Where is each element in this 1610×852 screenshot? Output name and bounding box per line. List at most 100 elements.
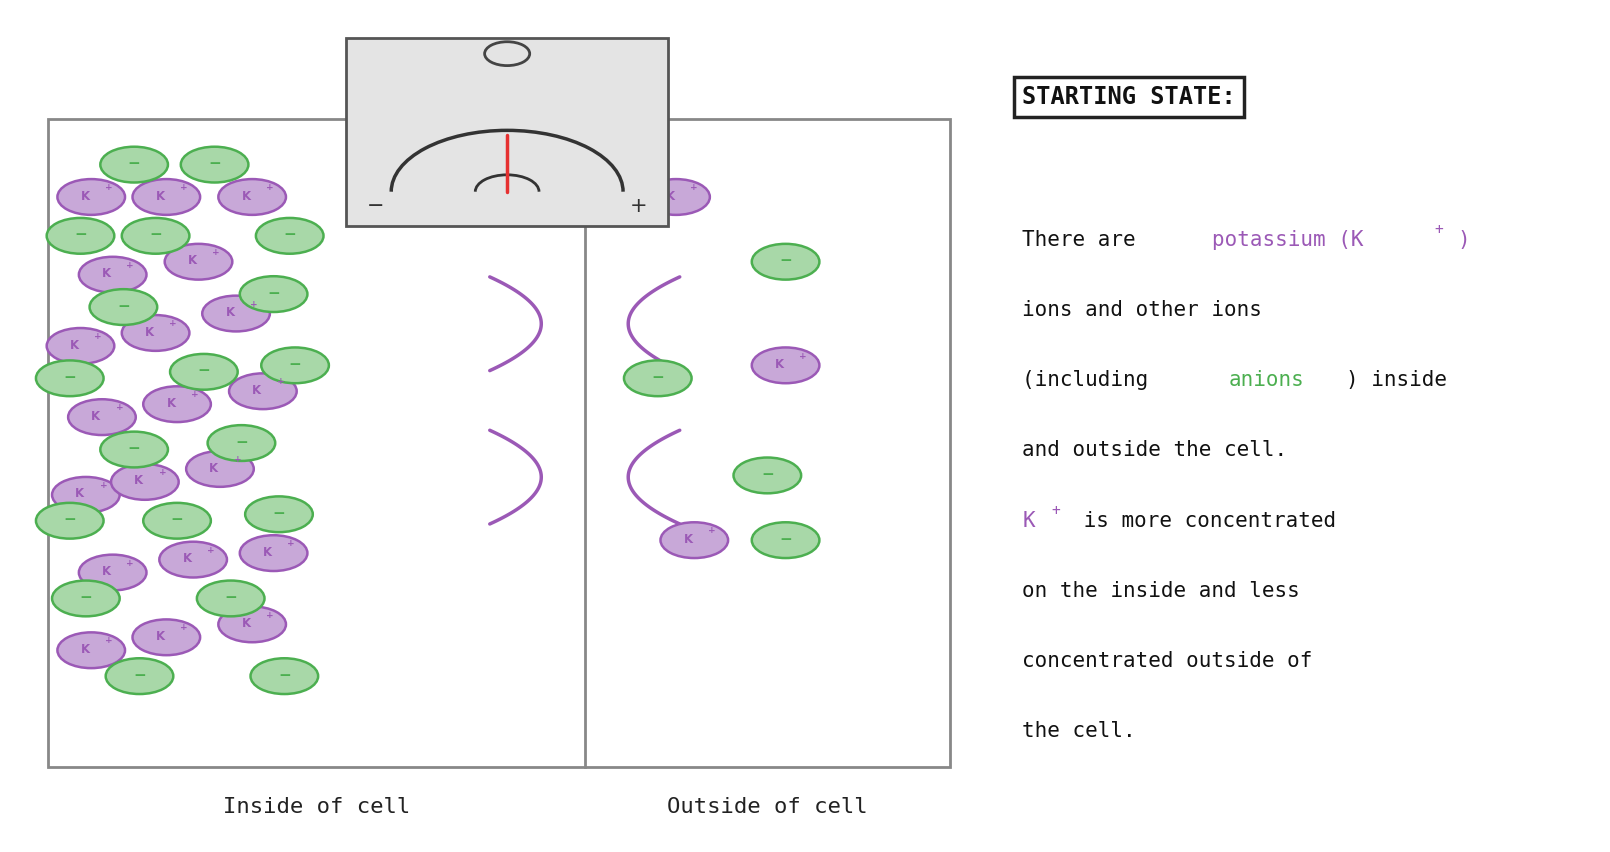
Circle shape	[68, 400, 135, 435]
Text: −: −	[171, 512, 184, 527]
Text: −: −	[127, 156, 140, 171]
Text: K: K	[1022, 511, 1035, 531]
Text: Inside of cell: Inside of cell	[222, 797, 411, 816]
Text: +: +	[213, 248, 221, 257]
Text: −: −	[79, 590, 92, 605]
Bar	[346, 38, 668, 226]
Text: −: −	[288, 357, 301, 372]
Text: K: K	[156, 630, 164, 643]
Text: K: K	[101, 268, 111, 280]
Text: −: −	[762, 467, 774, 482]
Text: +: +	[250, 300, 258, 308]
Text: −: −	[118, 299, 130, 314]
Circle shape	[625, 360, 692, 396]
Text: −: −	[150, 227, 163, 243]
Text: Outside of cell: Outside of cell	[667, 797, 868, 816]
Text: K: K	[101, 565, 111, 579]
Text: +: +	[277, 377, 285, 387]
Text: +: +	[287, 539, 295, 549]
Circle shape	[219, 607, 287, 642]
Circle shape	[132, 619, 200, 655]
Text: −: −	[283, 227, 296, 243]
Text: +: +	[105, 636, 113, 646]
Text: +: +	[208, 546, 214, 555]
Circle shape	[245, 497, 312, 532]
Text: ions and other ions: ions and other ions	[1022, 300, 1262, 320]
Circle shape	[47, 328, 114, 364]
Text: −: −	[235, 435, 248, 450]
Circle shape	[122, 315, 190, 351]
Circle shape	[208, 425, 275, 461]
Circle shape	[58, 632, 126, 668]
Circle shape	[240, 276, 308, 312]
Circle shape	[143, 503, 211, 538]
Text: +: +	[192, 390, 198, 400]
Text: ) inside: ) inside	[1346, 370, 1447, 389]
Text: +: +	[689, 183, 697, 193]
Text: −: −	[652, 370, 665, 385]
Text: +: +	[180, 624, 188, 632]
Text: K: K	[182, 552, 192, 565]
Text: −: −	[267, 285, 280, 301]
Text: −: −	[272, 506, 285, 521]
Text: K: K	[134, 475, 143, 487]
Circle shape	[256, 218, 324, 254]
Text: K: K	[262, 546, 272, 559]
Circle shape	[159, 542, 227, 578]
Circle shape	[229, 373, 296, 409]
Text: +: +	[116, 403, 124, 412]
Circle shape	[52, 477, 119, 513]
Text: K: K	[225, 306, 235, 320]
Text: K: K	[145, 325, 155, 338]
Text: and outside the cell.: and outside the cell.	[1022, 440, 1288, 459]
Text: −: −	[198, 364, 211, 378]
Circle shape	[660, 522, 728, 558]
Circle shape	[106, 659, 174, 694]
Circle shape	[35, 360, 103, 396]
Text: −: −	[127, 441, 140, 456]
Text: +: +	[1435, 222, 1443, 237]
Text: K: K	[92, 410, 100, 423]
Text: K: K	[253, 384, 261, 397]
Text: K: K	[188, 255, 196, 268]
Text: −: −	[224, 590, 237, 605]
Text: K: K	[242, 190, 251, 203]
Circle shape	[203, 296, 270, 331]
Circle shape	[111, 464, 179, 500]
Circle shape	[164, 244, 232, 279]
Text: K: K	[665, 190, 675, 203]
Circle shape	[752, 244, 819, 279]
Text: is more concentrated: is more concentrated	[1071, 511, 1336, 531]
Circle shape	[79, 256, 147, 292]
Text: There are: There are	[1022, 230, 1148, 250]
Text: K: K	[80, 190, 90, 203]
Circle shape	[196, 580, 264, 616]
Circle shape	[122, 218, 190, 254]
Text: K: K	[69, 338, 79, 352]
Text: K: K	[774, 358, 784, 371]
Circle shape	[171, 354, 238, 389]
Text: +: +	[100, 481, 108, 490]
Text: −: −	[367, 196, 385, 216]
Circle shape	[52, 580, 119, 616]
Text: +: +	[169, 320, 177, 328]
Text: STARTING STATE:: STARTING STATE:	[1022, 85, 1236, 109]
Circle shape	[100, 147, 167, 182]
Circle shape	[47, 218, 114, 254]
Circle shape	[734, 458, 802, 493]
Text: K: K	[80, 643, 90, 656]
Circle shape	[187, 451, 254, 486]
Text: +: +	[233, 455, 242, 464]
Circle shape	[79, 555, 147, 590]
Text: +: +	[127, 261, 134, 270]
Text: +: +	[105, 183, 113, 193]
Circle shape	[251, 659, 319, 694]
Circle shape	[261, 348, 328, 383]
Text: −: −	[63, 370, 76, 385]
Text: ): )	[1457, 230, 1470, 250]
Circle shape	[752, 522, 819, 558]
Text: K: K	[76, 487, 84, 500]
Text: +: +	[95, 332, 101, 341]
Bar	[48, 119, 950, 767]
Text: K: K	[166, 397, 175, 410]
